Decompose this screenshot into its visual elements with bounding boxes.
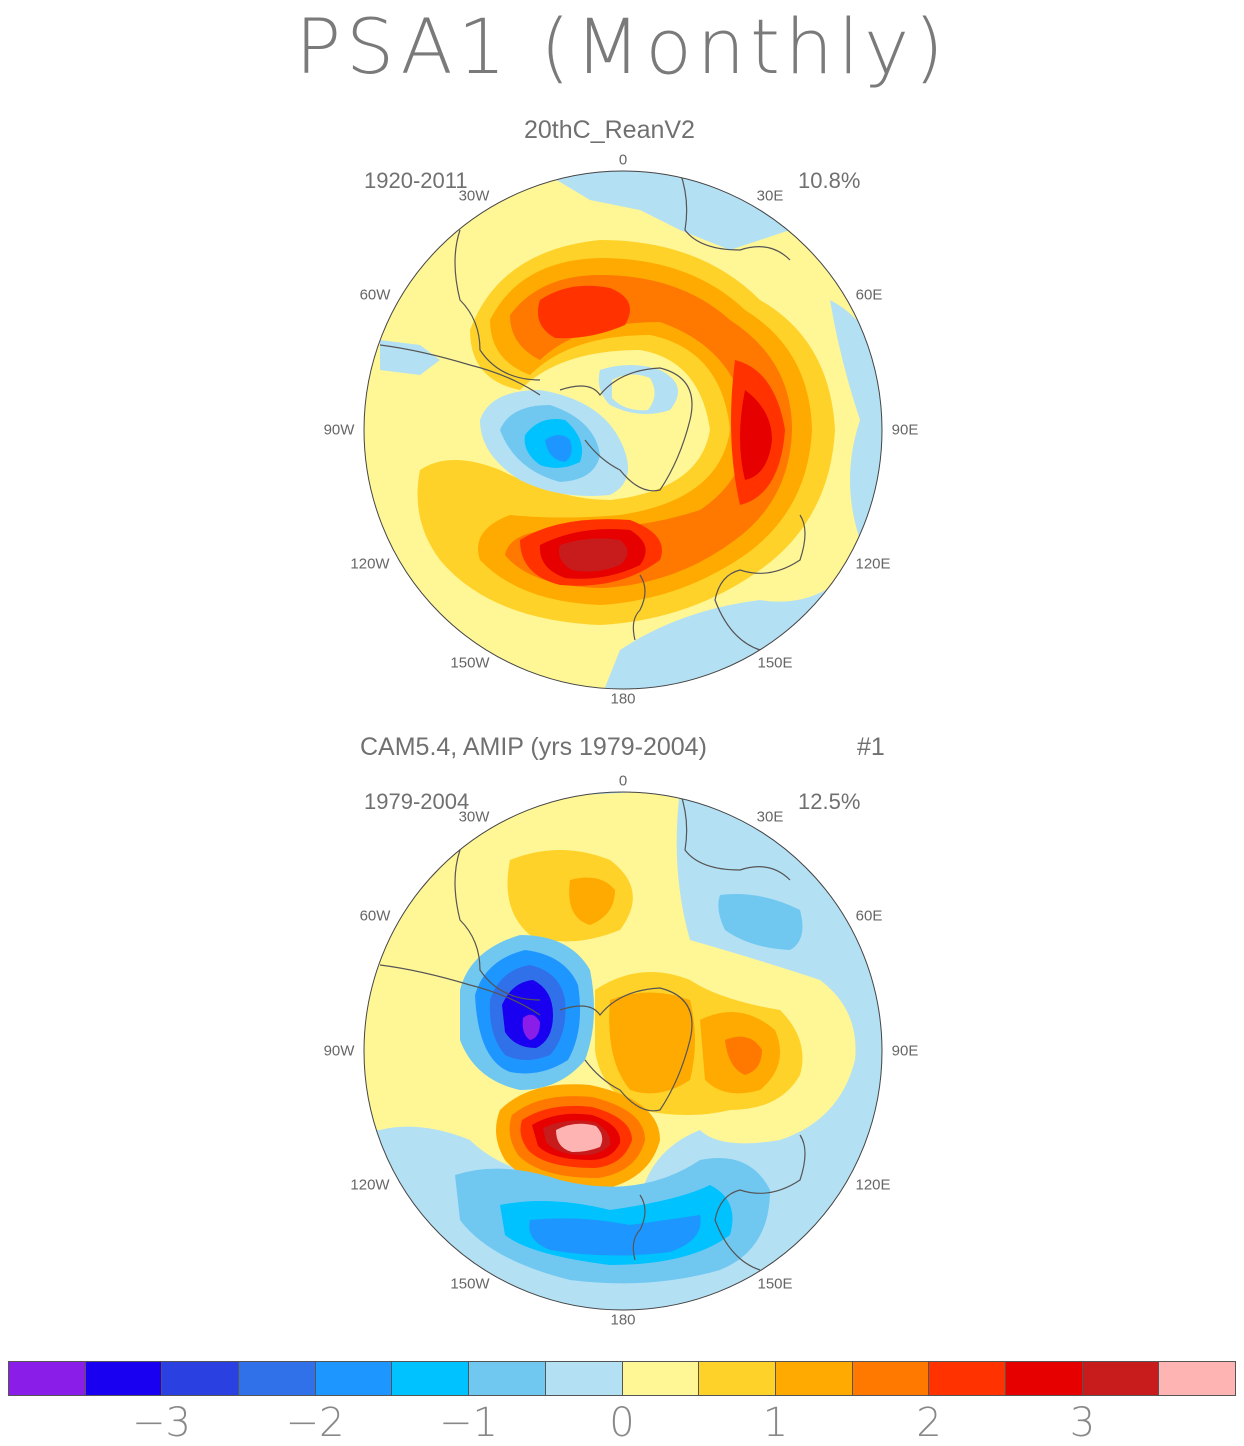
colorbar-tick-label: −2 [285,1400,345,1446]
lon-label-90w: 90W [323,1042,355,1060]
colorbar-tick-label: 3 [1069,1400,1096,1446]
lon-label-30w: 30W [458,808,490,826]
lon-label-180: 180 [610,1311,636,1329]
variance-label: 10.8% [798,168,861,193]
colorbar-tick-label: 2 [916,1400,942,1446]
colorbar-swatch [392,1362,470,1395]
colorbar-swatch [699,1362,776,1395]
period-label: 1920-2011 [364,168,468,193]
lon-label-0: 0 [618,772,628,790]
lon-label-30e: 30E [756,187,784,205]
period-label: 1979-2004 [364,789,470,814]
figure-title: PSA1 (Monthly) [295,2,949,91]
lon-label-150e: 150E [757,1275,793,1293]
colorbar-tick-label: −1 [439,1400,498,1446]
lon-label-120e: 120E [855,555,891,573]
lon-label-120w: 120W [350,555,390,573]
colorbar-swatch [9,1362,86,1395]
lon-label-180: 180 [610,690,636,708]
lon-label-150w: 150W [450,654,490,672]
colorbar-tick-label: 1 [762,1400,789,1446]
colorbar-tick-label: −3 [132,1400,191,1446]
colorbar-tick-label: 0 [609,1400,635,1446]
lon-label-60e: 60E [855,286,883,304]
colorbar-swatch [852,1362,930,1395]
panel-heading: CAM5.4, AMIP (yrs 1979-2004) [360,733,707,761]
lon-label-150e: 150E [757,654,793,672]
lon-label-90e: 90E [891,421,919,439]
lon-label-120w: 120W [350,1176,390,1194]
lon-label-60e: 60E [855,907,883,925]
lon-label-0: 0 [618,151,628,169]
colorbar-swatch [1005,1362,1083,1395]
colorbar-swatch [239,1362,316,1395]
lon-label-150w: 150W [450,1275,490,1293]
colorbar-swatch [622,1362,700,1395]
lon-label-30e: 30E [756,808,784,826]
colorbar-swatch [775,1362,853,1395]
colorbar-swatch [315,1362,393,1395]
colorbar-swatch [929,1362,1006,1395]
colorbar-swatch [1159,1362,1235,1395]
lon-label-120e: 120E [855,1176,891,1194]
ensemble-number: #1 [857,733,885,761]
colorbar-swatch [1082,1362,1160,1395]
lon-label-30w: 30W [458,187,490,205]
colorbar-swatch [469,1362,546,1395]
panel-heading: 20thC_ReanV2 [524,116,695,144]
colorbar [8,1361,1236,1396]
lon-label-60w: 60W [359,907,391,925]
variance-label: 12.5% [798,789,861,814]
colorbar-swatch [85,1362,163,1395]
colorbar-swatch [545,1362,623,1395]
colorbar-swatch [162,1362,240,1395]
lon-label-90w: 90W [323,421,355,439]
lon-label-90e: 90E [891,1042,919,1060]
lon-label-60w: 60W [359,286,391,304]
